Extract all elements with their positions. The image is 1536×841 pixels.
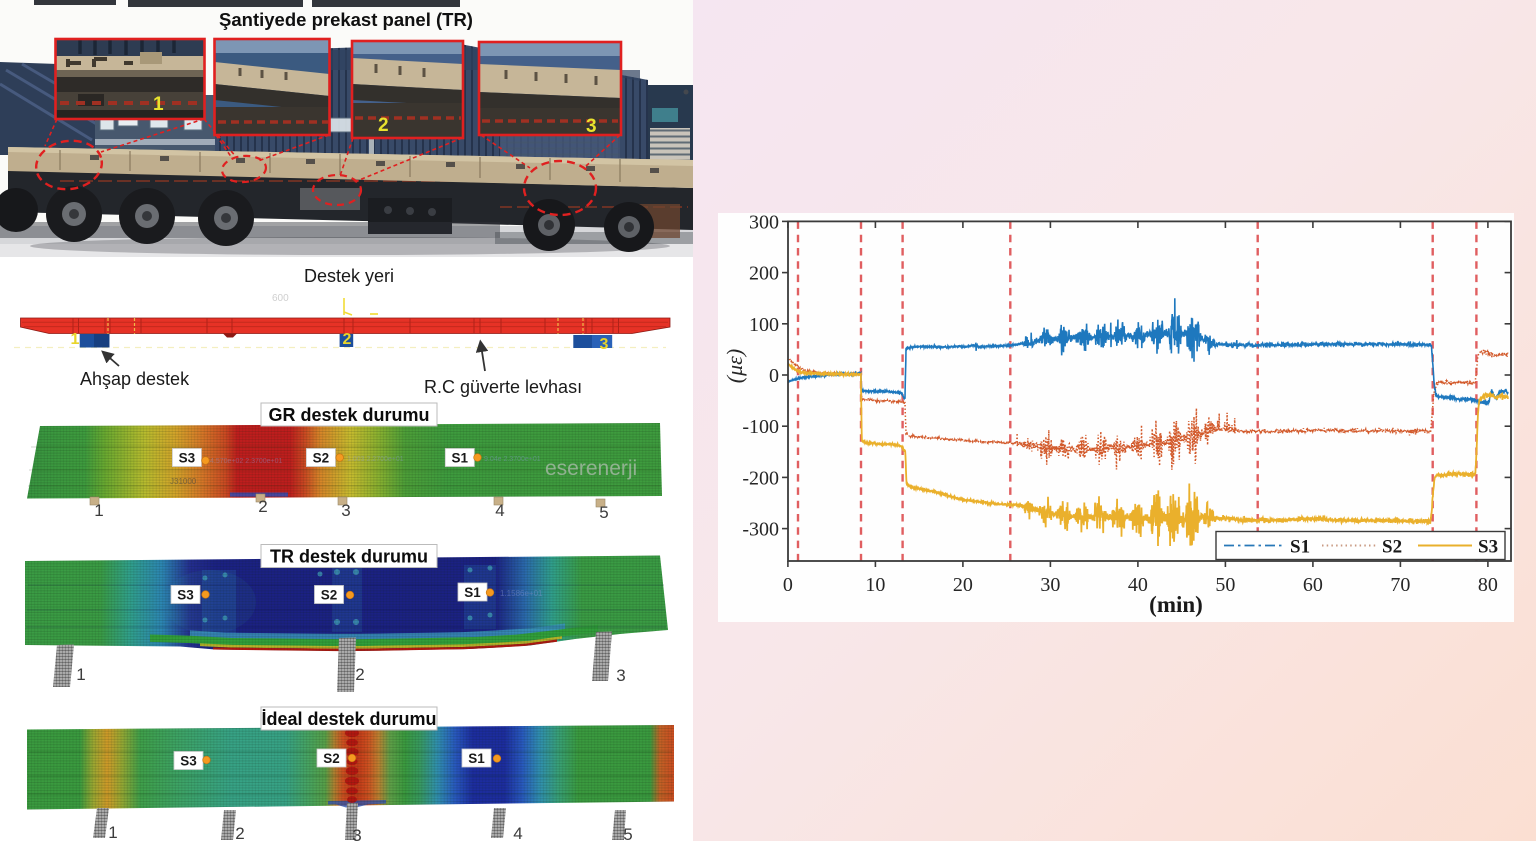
svg-text:S3: S3	[177, 588, 194, 603]
svg-text:-200: -200	[742, 467, 779, 489]
svg-text:Şantiyede prekast panel (TR): Şantiyede prekast panel (TR)	[219, 9, 473, 30]
svg-text:2: 2	[355, 665, 364, 684]
svg-text:Destek yeri: Destek yeri	[304, 266, 394, 286]
svg-text:S3: S3	[1478, 537, 1498, 558]
svg-text:1: 1	[153, 94, 164, 115]
svg-text:60: 60	[1303, 574, 1323, 596]
svg-text:600: 600	[272, 293, 289, 304]
svg-text:1: 1	[71, 331, 80, 348]
svg-text:30: 30	[1040, 574, 1060, 596]
svg-text:TR destek durumu: TR destek durumu	[270, 547, 428, 567]
svg-text:3: 3	[341, 501, 350, 520]
svg-text:-100: -100	[742, 416, 779, 438]
svg-text:(με): (με)	[722, 349, 747, 383]
svg-text:100: 100	[749, 314, 779, 336]
svg-text:5: 5	[623, 825, 632, 841]
svg-text:1: 1	[76, 665, 85, 684]
svg-text:300: 300	[749, 211, 779, 233]
svg-text:1.1586e+01: 1.1586e+01	[500, 589, 543, 598]
svg-text:S2: S2	[321, 588, 338, 603]
svg-text:4.570e+02 2.3700e+01: 4.570e+02 2.3700e+01	[210, 458, 283, 465]
svg-text:4: 4	[513, 824, 522, 841]
svg-text:20: 20	[953, 574, 973, 596]
svg-text:200: 200	[749, 263, 779, 285]
svg-text:9.04e 2.3700e+01: 9.04e 2.3700e+01	[484, 456, 541, 463]
svg-text:3: 3	[586, 116, 597, 137]
svg-text:0: 0	[769, 365, 779, 387]
svg-text:J31000: J31000	[170, 477, 197, 486]
svg-text:40: 40	[1128, 574, 1148, 596]
svg-text:-300: -300	[742, 519, 779, 541]
svg-text:1.003 2.2700e+01: 1.003 2.2700e+01	[347, 456, 404, 463]
svg-text:0: 0	[783, 574, 793, 596]
svg-text:eserenerji: eserenerji	[545, 457, 637, 480]
svg-text:50: 50	[1215, 574, 1235, 596]
svg-text:(min): (min)	[1149, 592, 1203, 617]
svg-text:S1: S1	[468, 751, 485, 766]
svg-text:S2: S2	[313, 451, 330, 466]
svg-text:S1: S1	[464, 585, 481, 600]
svg-text:İdeal destek durumu: İdeal destek durumu	[261, 709, 436, 729]
svg-text:3: 3	[352, 826, 361, 841]
svg-text:3: 3	[616, 666, 625, 685]
svg-text:S2: S2	[1382, 537, 1402, 558]
svg-text:4: 4	[495, 501, 504, 520]
svg-text:GR destek durumu: GR destek durumu	[268, 405, 429, 425]
svg-text:2: 2	[378, 115, 389, 136]
svg-text:5: 5	[599, 503, 608, 522]
svg-text:2: 2	[343, 331, 352, 348]
svg-text:Ahşap destek: Ahşap destek	[80, 369, 190, 389]
svg-text:70: 70	[1390, 574, 1410, 596]
svg-text:S3: S3	[179, 451, 196, 466]
svg-text:S1: S1	[1290, 537, 1310, 558]
svg-text:S2: S2	[323, 751, 340, 766]
svg-text:80: 80	[1478, 574, 1498, 596]
svg-text:1: 1	[94, 501, 103, 520]
svg-text:2: 2	[235, 824, 244, 841]
svg-text:3: 3	[600, 336, 609, 353]
svg-text:2: 2	[258, 497, 267, 516]
svg-text:1: 1	[108, 823, 117, 841]
svg-text:S1: S1	[452, 451, 469, 466]
svg-text:R.C güverte levhası: R.C güverte levhası	[424, 377, 582, 397]
svg-text:10: 10	[865, 574, 885, 596]
svg-text:S3: S3	[180, 754, 197, 769]
